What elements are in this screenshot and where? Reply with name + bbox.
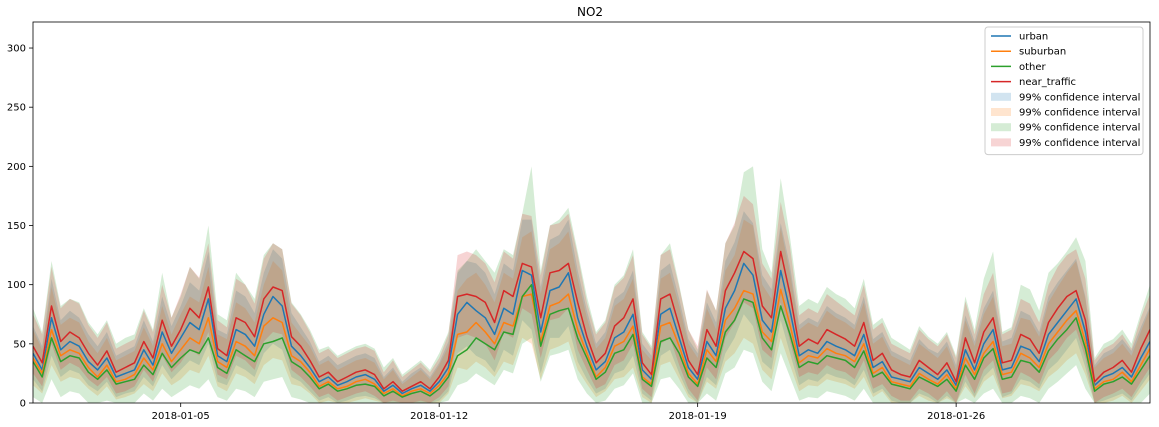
legend-label-band-near_traffic: 99% confidence interval <box>1019 138 1140 149</box>
y-tick-label: 100 <box>7 280 26 291</box>
legend-label-other: other <box>1019 62 1047 73</box>
x-tick-label: 2018-01-12 <box>410 411 468 422</box>
legend-label-band-suburban: 99% confidence interval <box>1019 108 1140 119</box>
legend-swatch-band-other <box>991 123 1011 132</box>
legend-swatch-band-urban <box>991 92 1011 101</box>
legend-label-band-urban: 99% confidence interval <box>1019 92 1140 103</box>
x-tick-label: 2018-01-19 <box>669 411 727 422</box>
x-tick-label: 2018-01-26 <box>927 411 985 422</box>
y-tick-label: 300 <box>7 44 26 55</box>
x-tick-label: 2018-01-05 <box>152 411 210 422</box>
y-tick-label: 0 <box>20 399 26 410</box>
y-tick-label: 150 <box>7 221 26 232</box>
legend-swatch-band-suburban <box>991 108 1011 116</box>
series-line-other <box>33 283 1150 398</box>
series-line-suburban <box>33 288 1150 397</box>
legend-label-urban: urban <box>1019 32 1048 43</box>
confidence-band-other <box>33 166 1150 403</box>
legend-swatch-band-near_traffic <box>991 138 1011 147</box>
legend-label-band-other: 99% confidence interval <box>1019 123 1140 134</box>
legend-label-suburban: suburban <box>1019 47 1066 58</box>
y-tick-label: 250 <box>7 103 26 114</box>
axes: 0 50 100 150 200 250 300 2018-01-05 2018-01-12 20… <box>7 21 1151 422</box>
legend-box <box>984 26 1144 156</box>
y-tick-label: 50 <box>13 339 26 350</box>
series-line-urban <box>33 262 1150 395</box>
confidence-band-urban <box>33 211 1150 403</box>
legend-label-near_traffic: near_traffic <box>1019 77 1076 88</box>
legend: urban suburban other near_traffic 99% confid… <box>984 26 1144 156</box>
plot-frame <box>32 21 1151 404</box>
series-line-near_traffic <box>33 250 1150 392</box>
series-lines <box>33 250 1150 398</box>
y-tick-label: 200 <box>7 162 26 173</box>
chart-title: NO2 <box>577 5 603 19</box>
